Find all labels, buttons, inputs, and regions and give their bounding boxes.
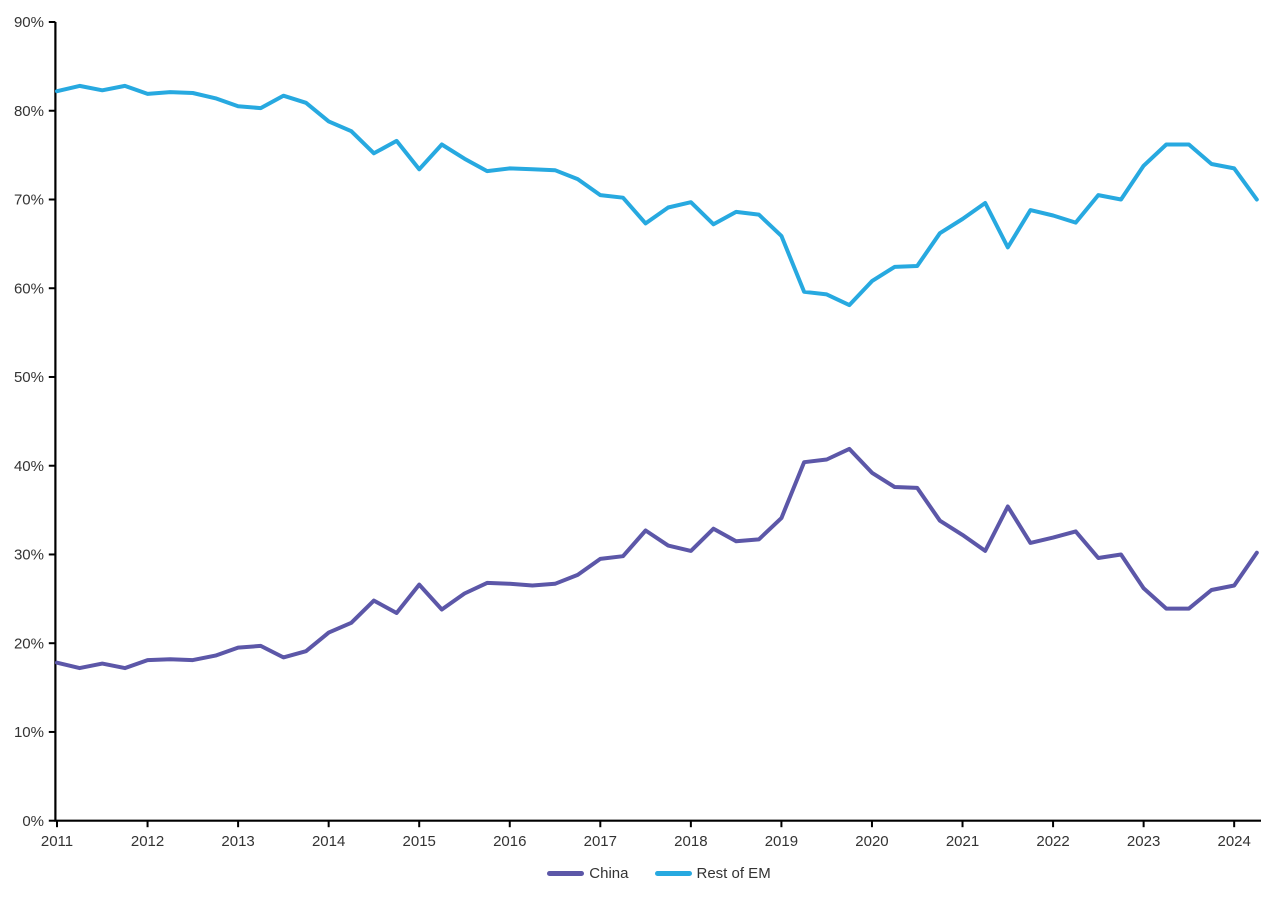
legend-item-china: China bbox=[547, 865, 629, 882]
y-axis-tick-label: 30% bbox=[14, 547, 44, 564]
legend-label-china: China bbox=[589, 865, 629, 882]
rest-of-em-line bbox=[55, 83, 1259, 308]
china-line bbox=[55, 446, 1259, 671]
x-axis-tick-label: 2021 bbox=[946, 833, 979, 850]
x-axis-tick-label: 2012 bbox=[131, 833, 164, 850]
x-axis-tick-label: 2018 bbox=[674, 833, 707, 850]
y-axis-tick-label: 80% bbox=[14, 103, 44, 120]
y-axis-tick-label: 60% bbox=[14, 280, 44, 297]
x-axis-tick-label: 2016 bbox=[493, 833, 526, 850]
legend-item-rest-of-em: Rest of EM bbox=[654, 865, 771, 882]
y-axis-tick-label: 20% bbox=[14, 635, 44, 652]
x-axis-tick-label: 2020 bbox=[855, 833, 888, 850]
x-axis-tick-label: 2015 bbox=[403, 833, 436, 850]
china-line-swatch bbox=[547, 871, 585, 876]
rest-of-em-line-swatch bbox=[654, 871, 692, 876]
x-axis-tick-label: 2023 bbox=[1127, 833, 1160, 850]
x-axis-tick-label: 2013 bbox=[221, 833, 254, 850]
x-axis-tick-label: 2011 bbox=[41, 833, 73, 850]
y-axis-tick-label: 90% bbox=[14, 14, 44, 31]
y-axis-tick-label: 50% bbox=[14, 369, 44, 386]
x-axis-tick-label: 2022 bbox=[1036, 833, 1069, 850]
legend: China Rest of EM bbox=[57, 866, 1261, 881]
x-axis-tick-label: 2017 bbox=[584, 833, 617, 850]
legend-label-rest-of-em: Rest of EM bbox=[696, 865, 771, 882]
y-axis-tick-label: 40% bbox=[14, 458, 44, 475]
axis-spine bbox=[54, 22, 1261, 822]
y-axis-tick-label: 70% bbox=[14, 192, 44, 209]
y-axis-tick-label: 10% bbox=[14, 724, 44, 741]
x-axis-tick-label: 2024 bbox=[1217, 833, 1250, 850]
x-axis-tick-label: 2014 bbox=[312, 833, 345, 850]
x-axis-tick-label: 2019 bbox=[765, 833, 798, 850]
y-axis-tick-label: 0% bbox=[22, 813, 44, 830]
